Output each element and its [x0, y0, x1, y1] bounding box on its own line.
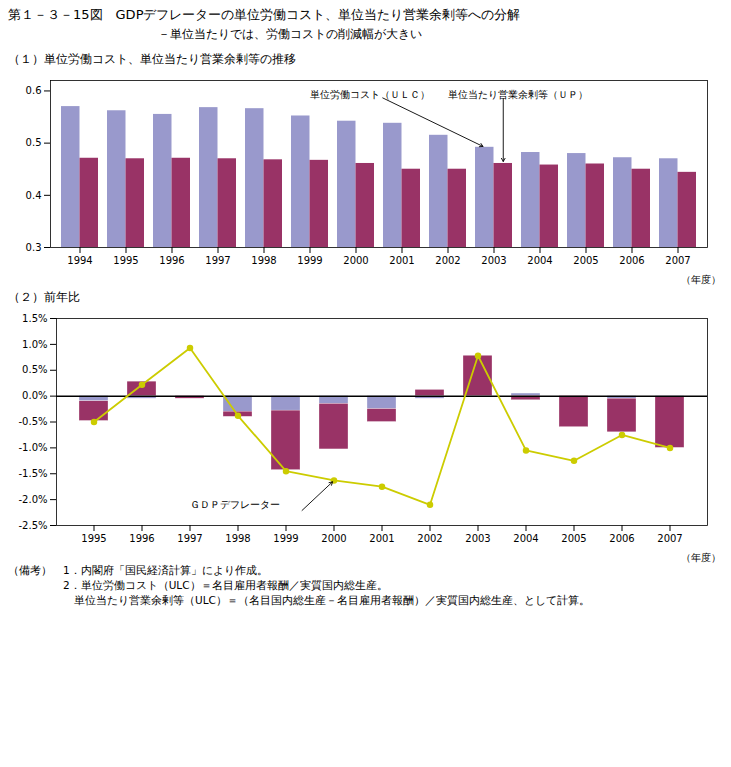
svg-text:-1.5%: -1.5% — [18, 468, 47, 479]
html-text:（２）前年比: （２）前年比 — [8, 290, 80, 304]
svg-text:0.3: 0.3 — [26, 242, 42, 253]
svg-text:-1.0%: -1.0% — [18, 442, 47, 453]
svg-text:2006: 2006 — [619, 255, 644, 266]
svg-text:-0.5%: -0.5% — [18, 416, 47, 427]
svg-text:2004: 2004 — [527, 255, 552, 266]
svg-text:-2.5%: -2.5% — [18, 520, 47, 531]
svg-text:1997: 1997 — [205, 255, 230, 266]
svg-text:0.5: 0.5 — [26, 137, 42, 148]
svg-text:1999: 1999 — [297, 255, 322, 266]
html-text:（備考） 1．内閣府「国民経済計算」により作成。: （備考） 1．内閣府「国民経済計算」により作成。 — [8, 564, 268, 576]
svg-text:-2.0%: -2.0% — [18, 494, 47, 505]
svg-text:1.5%: 1.5% — [22, 313, 47, 324]
svg-text:2004: 2004 — [513, 533, 538, 544]
svg-text:1996: 1996 — [159, 255, 184, 266]
html-text:－単位当たりでは、労働コストの削減幅が大きい: －単位当たりでは、労働コストの削減幅が大きい — [158, 27, 422, 41]
svg-text:1997: 1997 — [177, 533, 202, 544]
svg-text:1996: 1996 — [129, 533, 154, 544]
html-text:（１）単位労働コスト、単位当たり営業余剰等の推移: （１）単位労働コスト、単位当たり営業余剰等の推移 — [8, 52, 296, 66]
svg-text:2005: 2005 — [573, 255, 598, 266]
svg-text:2002: 2002 — [435, 255, 460, 266]
svg-text:2003: 2003 — [465, 533, 490, 544]
svg-text:2007: 2007 — [657, 533, 682, 544]
html-text:2．単位労働コスト（ULC）＝名目雇用者報酬／実質国内総生産: 2．単位労働コスト（ULC）＝名目雇用者報酬／実質国内総生産。 — [8, 579, 388, 591]
svg-text:2000: 2000 — [343, 255, 368, 266]
html-text:単位当たり営業余剰等（ULC）＝（名目国内総生産－名目雇用者: 単位当たり営業余剰等（ULC）＝（名目国内総生産－名目雇用者報酬）／実質国内総生… — [8, 594, 590, 606]
svg-text:1995: 1995 — [81, 533, 106, 544]
svg-text:単位当たり営業余剰等（ＵＰ）: 単位当たり営業余剰等（ＵＰ） — [448, 89, 588, 100]
svg-text:1995: 1995 — [113, 255, 138, 266]
svg-text:0.0%: 0.0% — [22, 390, 47, 401]
svg-text:1.0%: 1.0% — [22, 339, 47, 350]
svg-text:0.5%: 0.5% — [22, 364, 47, 375]
svg-text:単位労働コスト（ＵＬＣ）: 単位労働コスト（ＵＬＣ） — [310, 89, 430, 100]
svg-text:2003: 2003 — [481, 255, 506, 266]
svg-text:1994: 1994 — [67, 255, 92, 266]
svg-text:2005: 2005 — [561, 533, 586, 544]
svg-text:（年度）: （年度） — [681, 274, 721, 285]
svg-text:1998: 1998 — [251, 255, 276, 266]
svg-text:2001: 2001 — [389, 255, 414, 266]
svg-text:2007: 2007 — [665, 255, 690, 266]
html-text:第１－３－15図 GDPデフレーターの単位労働コスト、単位当: 第１－３－15図 GDPデフレーターの単位労働コスト、単位当たり営業余剰等への分… — [8, 7, 521, 22]
svg-text:2001: 2001 — [369, 533, 394, 544]
svg-text:0.4: 0.4 — [26, 190, 42, 201]
svg-text:2002: 2002 — [417, 533, 442, 544]
svg-text:1999: 1999 — [273, 533, 298, 544]
svg-text:（年度）: （年度） — [681, 552, 721, 563]
svg-text:2006: 2006 — [609, 533, 634, 544]
svg-text:1998: 1998 — [225, 533, 250, 544]
svg-text:0.6: 0.6 — [26, 85, 42, 96]
svg-text:2000: 2000 — [321, 533, 346, 544]
svg-text:ＧＤＰデフレーター: ＧＤＰデフレーター — [190, 499, 280, 510]
